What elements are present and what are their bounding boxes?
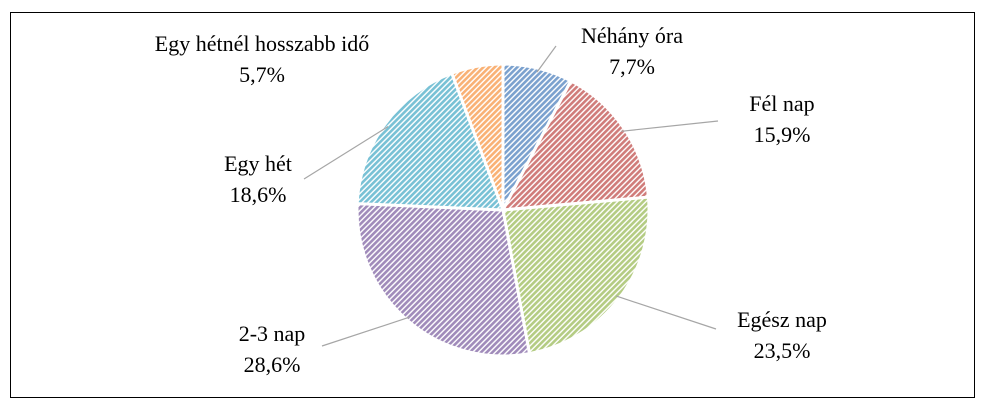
slice-label: Fél nap	[749, 91, 814, 116]
pie-slice	[501, 195, 651, 356]
slice-label: Egy hét	[224, 151, 292, 176]
pie-slice	[449, 62, 505, 211]
pie-slice	[500, 78, 651, 212]
slice-label: Egész nap	[737, 307, 827, 332]
slice-value-label: 18,6%	[230, 182, 287, 207]
pie-slice	[355, 202, 532, 358]
leader-line	[615, 295, 717, 330]
slice-value-label: 5,7%	[239, 62, 285, 87]
pie-slice	[355, 71, 506, 212]
slice-value-label: 28,6%	[244, 352, 301, 377]
slice-label: 2-3 nap	[239, 321, 306, 346]
slice-value-label: 23,5%	[754, 338, 811, 363]
slice-value-label: 7,7%	[609, 54, 655, 79]
leader-line	[621, 120, 719, 132]
leader-line	[321, 316, 410, 347]
leader-line	[536, 45, 557, 73]
chart-frame	[10, 12, 975, 398]
leader-line	[303, 126, 389, 180]
slice-label: Egy hétnél hosszabb idő	[155, 31, 369, 56]
slice-value-label: 15,9%	[754, 122, 811, 147]
slice-label: Néhány óra	[581, 23, 683, 48]
